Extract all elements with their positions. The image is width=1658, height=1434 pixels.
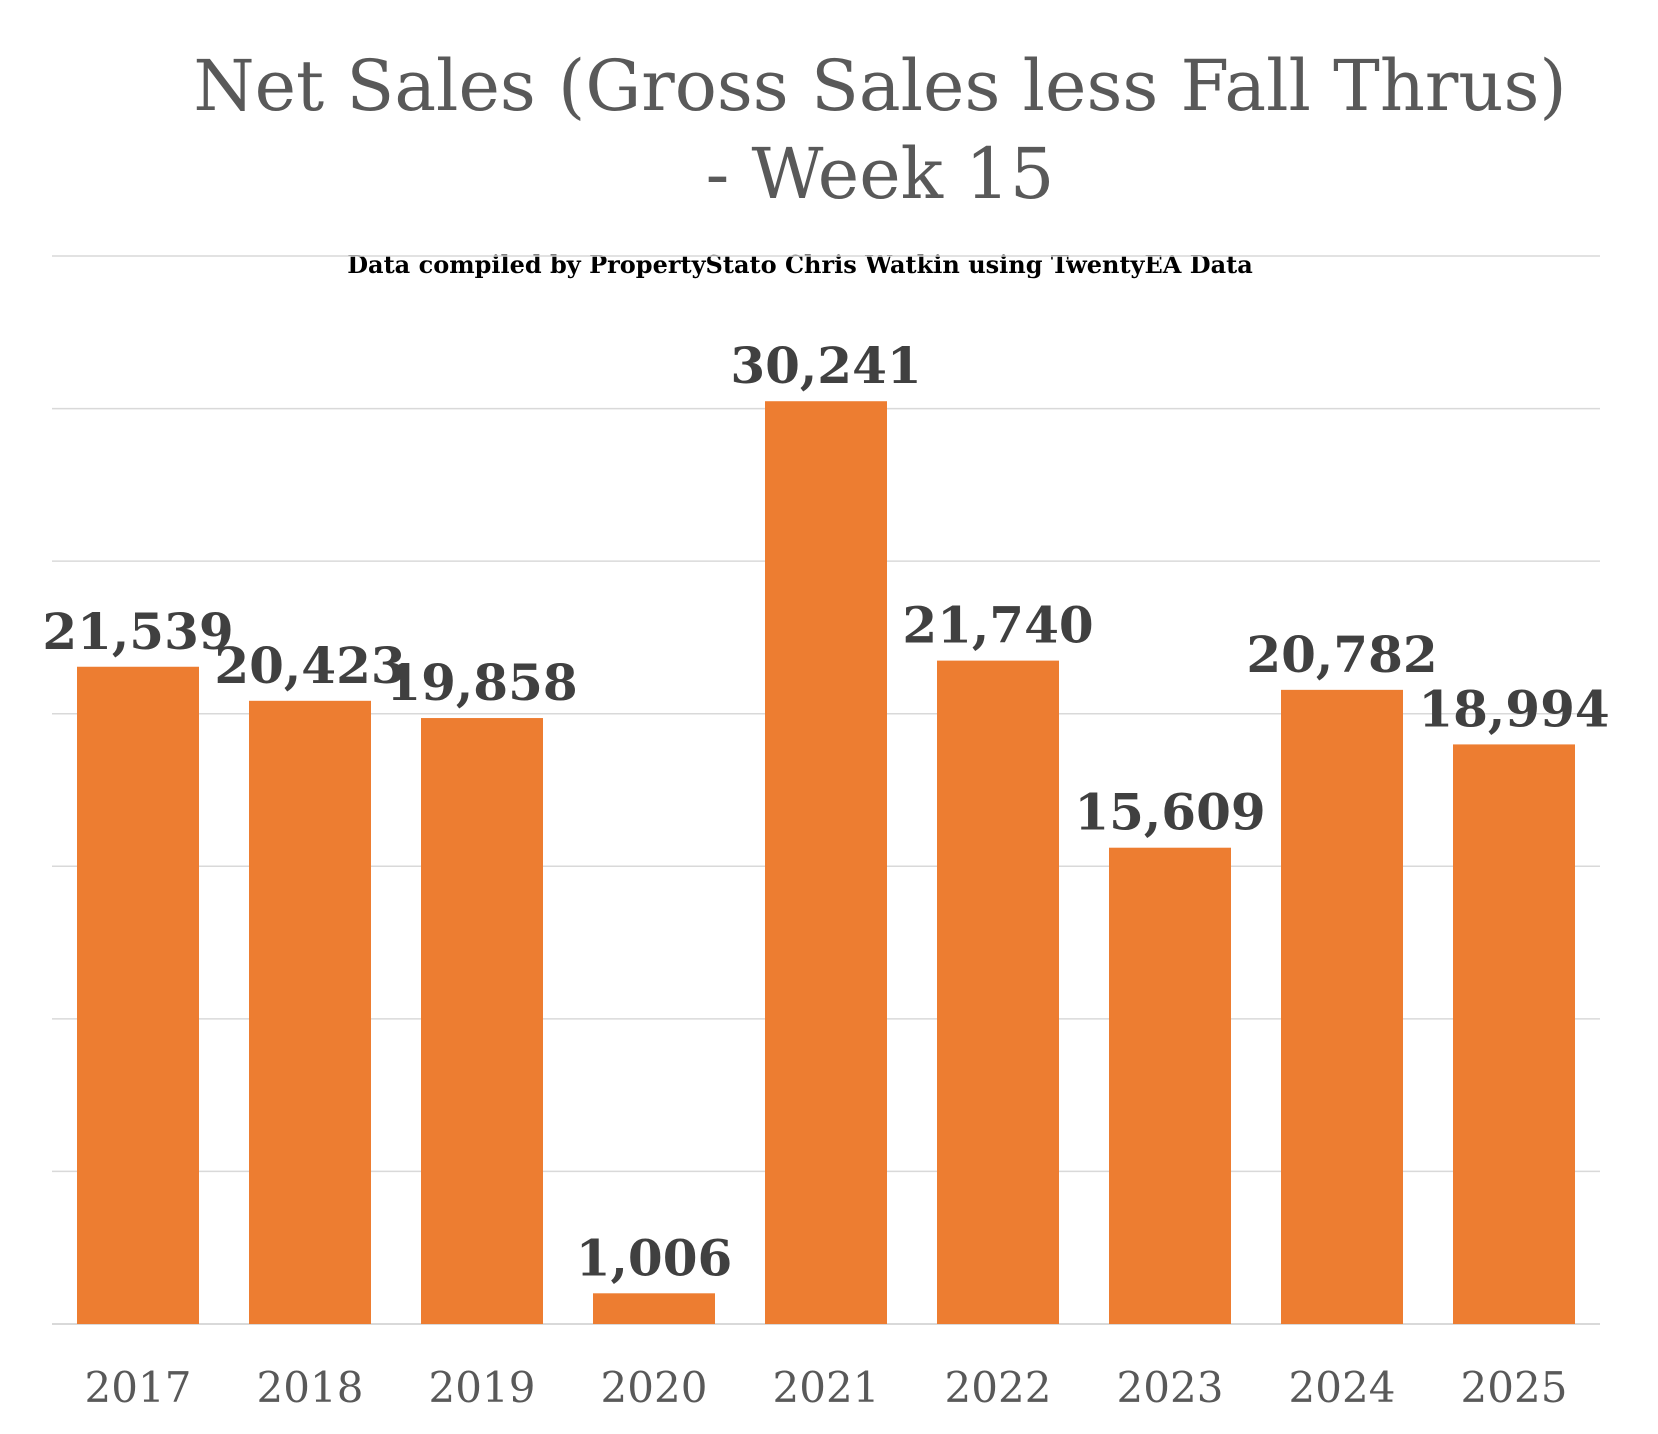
data-label-2020: 1,006 (576, 1228, 733, 1287)
bar-2025 (1453, 744, 1575, 1324)
chart-subtitle: Data compiled by PropertyStato Chris Wat… (347, 250, 1253, 279)
bars (77, 401, 1575, 1324)
bar-2021 (765, 401, 887, 1324)
data-label-2023: 15,609 (1074, 783, 1265, 842)
x-tick-label-2021: 2021 (773, 1363, 880, 1412)
bar-2023 (1109, 847, 1231, 1324)
x-tick-label-2023: 2023 (1117, 1363, 1224, 1412)
data-label-2024: 20,782 (1246, 625, 1437, 684)
bar-2017 (77, 666, 199, 1324)
bar-2024 (1281, 689, 1403, 1324)
data-label-2022: 21,740 (902, 596, 1093, 655)
data-label-2018: 20,423 (214, 636, 405, 695)
data-label-2021: 30,241 (730, 336, 921, 395)
bar-2019 (421, 718, 543, 1324)
x-tick-label-2019: 2019 (429, 1363, 536, 1412)
x-tick-label-2025: 2025 (1461, 1363, 1568, 1412)
data-label-2025: 18,994 (1418, 679, 1609, 738)
x-tick-label-2024: 2024 (1289, 1363, 1396, 1412)
bar-2022 (937, 660, 1059, 1324)
chart-title-line-2: - Week 15 (706, 133, 1055, 215)
x-tick-label-2018: 2018 (257, 1363, 364, 1412)
x-tick-label-2017: 2017 (85, 1363, 192, 1412)
data-label-2017: 21,539 (42, 602, 233, 661)
x-tick-label-2020: 2020 (601, 1363, 708, 1412)
bar-2018 (249, 700, 371, 1324)
chart-title-line-1: Net Sales (Gross Sales less Fall Thrus) (193, 45, 1566, 127)
x-axis-tick-labels: 2017 2018 2019 2020 2021 2022 2023 2024 2025 (85, 1363, 1568, 1412)
x-tick-label-2022: 2022 (945, 1363, 1052, 1412)
data-label-2019: 19,858 (386, 653, 577, 712)
bar-2020 (593, 1293, 715, 1324)
